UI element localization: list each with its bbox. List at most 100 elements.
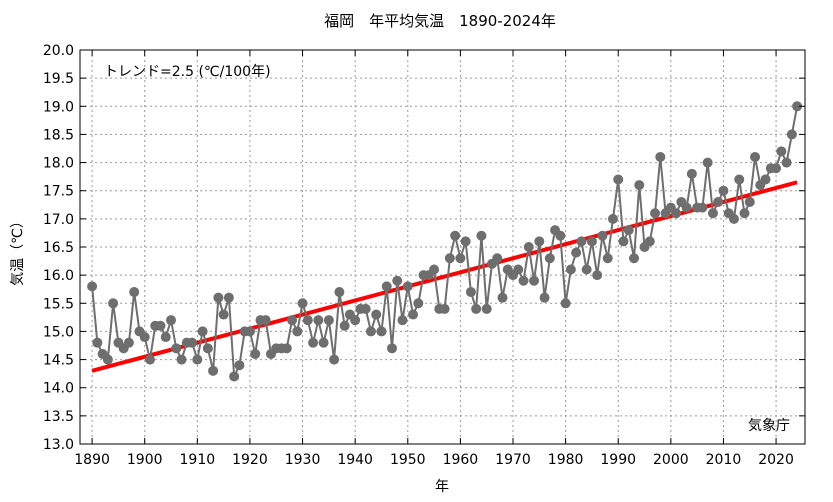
data-point: [386, 343, 397, 354]
series-layer: [87, 101, 803, 382]
data-point: [686, 168, 697, 179]
series-line: [91, 106, 799, 377]
y-tick-label: 18.5: [43, 127, 74, 143]
data-point: [465, 287, 476, 298]
data-point: [302, 315, 313, 326]
data-point: [323, 315, 334, 326]
data-point: [471, 303, 482, 314]
x-tick-label: 1950: [390, 452, 426, 468]
data-point: [697, 202, 708, 213]
data-point: [192, 354, 203, 365]
data-point: [144, 354, 155, 365]
x-tick-label: 2010: [706, 452, 742, 468]
data-point: [329, 354, 340, 365]
data-point: [213, 292, 224, 303]
data-point: [718, 185, 729, 196]
data-point: [102, 354, 113, 365]
data-point: [176, 354, 187, 365]
data-point: [197, 326, 208, 337]
y-tick-label: 13.0: [43, 437, 74, 453]
data-point: [581, 264, 592, 275]
data-point: [187, 337, 198, 348]
data-point: [208, 365, 219, 376]
y-tick-label: 13.5: [43, 409, 74, 425]
data-point: [166, 315, 177, 326]
y-tick-label: 16.5: [43, 240, 74, 256]
y-tick-label: 16.0: [43, 268, 74, 284]
data-point: [613, 174, 624, 185]
y-tick-label: 17.0: [43, 212, 74, 228]
data-point: [734, 174, 745, 185]
data-point: [560, 298, 571, 309]
y-tick-label: 17.5: [43, 184, 74, 200]
x-tick-label: 1970: [495, 452, 531, 468]
data-point: [571, 247, 582, 258]
data-point: [671, 208, 682, 219]
data-point: [292, 326, 303, 337]
data-point: [597, 230, 608, 241]
data-point: [450, 230, 461, 241]
data-point: [444, 253, 455, 264]
data-point: [592, 270, 603, 281]
data-point: [786, 129, 797, 140]
data-point: [623, 225, 634, 236]
x-tick-label: 2020: [758, 452, 794, 468]
data-point: [413, 298, 424, 309]
x-tick-label: 2000: [653, 452, 689, 468]
data-point: [607, 213, 618, 224]
data-point: [87, 281, 98, 292]
data-point: [155, 320, 166, 331]
x-tick-label: 1910: [180, 452, 216, 468]
trend-annotation: トレンド=2.5 (℃/100年): [104, 64, 271, 80]
data-point: [92, 337, 103, 348]
data-point: [476, 230, 487, 241]
data-point: [287, 315, 298, 326]
data-point: [244, 326, 255, 337]
y-tick-label: 20.0: [43, 43, 74, 59]
data-point: [260, 315, 271, 326]
data-point: [360, 303, 371, 314]
data-point: [376, 326, 387, 337]
data-point: [576, 236, 587, 247]
x-tick-label: 1900: [127, 452, 163, 468]
x-tick-label: 1930: [285, 452, 321, 468]
data-point: [481, 303, 492, 314]
data-point: [544, 253, 555, 264]
data-point: [160, 332, 171, 343]
data-point: [629, 253, 640, 264]
y-tick-label: 14.5: [43, 353, 74, 369]
x-tick-label: 1940: [337, 452, 373, 468]
data-point: [408, 309, 419, 320]
data-point: [339, 320, 350, 331]
y-tick-label: 15.0: [43, 324, 74, 340]
source-label: 気象庁: [748, 418, 790, 434]
data-point: [539, 292, 550, 303]
data-point: [650, 208, 661, 219]
data-point: [744, 196, 755, 207]
data-point: [429, 264, 440, 275]
data-point: [771, 163, 782, 174]
data-point: [618, 236, 629, 247]
data-point: [350, 315, 361, 326]
x-tick-label: 1990: [600, 452, 636, 468]
data-point: [565, 264, 576, 275]
data-point: [513, 264, 524, 275]
x-tick-label: 1890: [74, 452, 110, 468]
data-point: [402, 281, 413, 292]
data-point: [518, 275, 529, 286]
data-point: [123, 337, 134, 348]
data-point: [534, 236, 545, 247]
grid: [80, 50, 805, 444]
data-point: [439, 303, 450, 314]
data-point: [728, 213, 739, 224]
data-point: [707, 208, 718, 219]
data-point: [523, 242, 534, 252]
data-point: [529, 275, 540, 286]
data-point: [223, 292, 234, 303]
data-point: [313, 315, 324, 326]
data-point: [760, 174, 771, 185]
data-point: [250, 348, 261, 359]
x-axis-label: 年: [435, 479, 449, 495]
data-point: [108, 298, 119, 309]
